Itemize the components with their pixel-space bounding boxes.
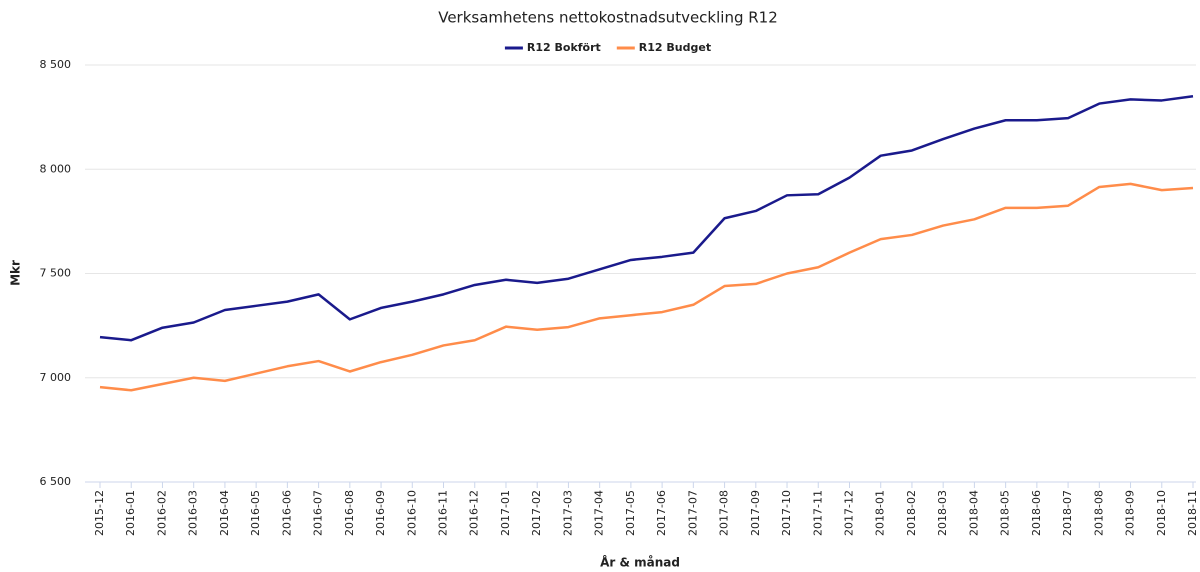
- x-axis-title: År & månad: [600, 555, 680, 570]
- series-line: [99, 182, 1194, 392]
- x-tick-label: 2016-09: [374, 490, 387, 536]
- x-tick-label: 2017-09: [749, 490, 762, 536]
- y-tick-label: 8 000: [40, 162, 72, 175]
- x-tick-label: 2017-03: [561, 490, 574, 536]
- x-tick-label: 2016-12: [468, 490, 481, 536]
- y-tick-label: 6 500: [40, 475, 72, 488]
- x-tick-label: 2018-06: [1030, 490, 1043, 536]
- y-tick-label: 7 500: [40, 267, 72, 280]
- x-tick-label: 2017-11: [811, 490, 824, 536]
- legend: R12 Bokfört R12 Budget: [504, 41, 711, 54]
- x-tick-label: 2017-12: [842, 490, 855, 536]
- x-tick-label: 2016-01: [124, 490, 137, 536]
- x-tick-label: 2018-11: [1186, 490, 1199, 536]
- series-line: [99, 95, 1194, 342]
- x-tick-label: 2018-01: [874, 490, 887, 536]
- x-tick-label: 2018-03: [936, 490, 949, 536]
- x-tick-label: 2016-07: [312, 490, 325, 536]
- y-axis-title: Mkr: [9, 260, 23, 286]
- x-tick-label: 2017-10: [780, 490, 793, 536]
- x-tick-label: 2017-01: [499, 490, 512, 536]
- x-tick-label: 2017-05: [624, 490, 637, 536]
- y-tick-label: 8 500: [40, 58, 72, 71]
- x-tick-label: 2017-02: [530, 490, 543, 536]
- x-tick-label: 2016-04: [218, 490, 231, 536]
- x-tick-label: 2016-05: [249, 490, 262, 536]
- legend-label: R12 Bokfört: [527, 41, 601, 54]
- x-tick-label: 2017-06: [655, 490, 668, 536]
- x-tick-label: 2016-10: [405, 490, 418, 536]
- x-tick-label: 2018-04: [967, 490, 980, 536]
- legend-label: R12 Budget: [639, 41, 711, 54]
- x-tick-label: 2018-09: [1124, 490, 1137, 536]
- x-tick-label: 2018-07: [1061, 490, 1074, 536]
- x-tick-label: 2017-07: [686, 490, 699, 536]
- x-tick-label: 2016-11: [437, 490, 450, 536]
- x-tick-label: 2018-05: [999, 490, 1012, 536]
- x-tick-label: 2016-02: [155, 490, 168, 536]
- chart-title: Verksamhetens nettokostnadsutveckling R1…: [438, 9, 778, 27]
- x-tick-label: 2017-08: [718, 490, 731, 536]
- x-tick-label: 2016-08: [343, 490, 356, 536]
- x-tick-label: 2017-04: [593, 490, 606, 536]
- x-tick-label: 2018-10: [1155, 490, 1168, 536]
- x-tick-label: 2016-06: [280, 490, 293, 536]
- y-tick-label: 7 000: [40, 371, 72, 384]
- x-tick-label: 2016-03: [187, 490, 200, 536]
- x-tick-label: 2018-02: [905, 490, 918, 536]
- x-tick-label: 2018-08: [1092, 490, 1105, 536]
- x-tick-label: 2015-12: [93, 490, 106, 536]
